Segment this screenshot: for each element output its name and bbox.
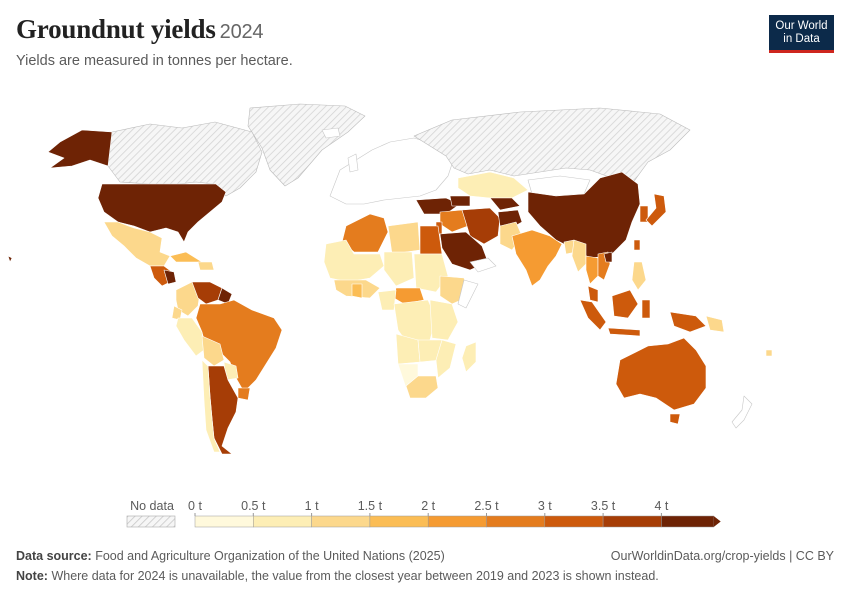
region-uk[interactable] [347, 153, 359, 173]
region-philippines[interactable] [631, 261, 647, 291]
region-new-guinea[interactable] [669, 311, 707, 333]
region-canada[interactable] [107, 121, 263, 197]
legend-tick-label: 3 t [538, 499, 552, 513]
region-myanmar[interactable] [571, 239, 587, 273]
chart-header: Groundnut yields 2024 Yields are measured… [16, 14, 293, 69]
footer-note-row: Note: Where data for 2024 is unavailable… [16, 566, 834, 586]
map-legend: No data 0 t 0.5 t 1 t 1.5 t 2 t 2.5 t 3 t 3.5 t… [126, 499, 721, 528]
chart-title: Groundnut yields 2024 [16, 14, 293, 45]
data-source: Data source: Food and Agriculture Organi… [16, 546, 445, 566]
source-label: Data source: [16, 549, 92, 563]
note-text: Where data for 2024 is unavailable, the … [51, 569, 659, 583]
region-europe[interactable] [329, 137, 455, 205]
region-south-africa[interactable] [405, 375, 439, 399]
note: Note: Where data for 2024 is unavailable… [16, 566, 659, 586]
region-yemen-oman[interactable] [469, 257, 497, 273]
region-egypt[interactable] [419, 225, 443, 255]
region-australia[interactable] [615, 337, 707, 411]
owid-logo[interactable]: Our World in Data [769, 15, 834, 53]
region-nicaragua[interactable] [163, 269, 177, 285]
legend-bin-1[interactable] [253, 515, 312, 528]
title-year: 2024 [219, 21, 264, 43]
region-bolivia[interactable] [201, 335, 225, 367]
legend-ticks: 0 t 0.5 t 1 t 1.5 t 2 t 2.5 t 3 t 3.5 t 4 t [188, 499, 669, 516]
legend-bin-3[interactable] [369, 515, 429, 528]
region-russia[interactable] [413, 107, 691, 185]
region-laos[interactable] [603, 251, 613, 263]
region-new-zealand[interactable] [731, 395, 753, 429]
note-label: Note: [16, 569, 48, 583]
region-cameroon[interactable] [377, 289, 397, 311]
logo-line-2: in Data [783, 33, 820, 45]
region-peru[interactable] [175, 317, 205, 357]
no-data-swatch[interactable] [126, 515, 176, 528]
region-somalia[interactable] [457, 279, 479, 309]
region-caucasus[interactable] [449, 195, 471, 207]
legend-bin-7[interactable] [602, 515, 662, 528]
title-text: Groundnut yields [16, 14, 216, 44]
world-map [7, 103, 773, 455]
no-data-label: No data [130, 499, 174, 513]
legend-bins [194, 515, 721, 528]
region-sulawesi[interactable] [641, 299, 651, 319]
region-chile[interactable] [201, 359, 221, 453]
chart-footer: Data source: Food and Agriculture Organi… [16, 546, 834, 586]
region-uzbekistan[interactable] [489, 197, 521, 211]
logo-line-1: Our World [775, 20, 828, 32]
credit-link[interactable]: OurWorldinData.org/crop-yields | CC BY [610, 549, 834, 563]
legend-bin-6[interactable] [544, 515, 604, 528]
region-east-africa[interactable] [429, 299, 459, 341]
region-india[interactable] [511, 229, 563, 287]
region-ghana[interactable] [351, 283, 363, 299]
legend-bin-5[interactable] [486, 515, 546, 528]
legend-tick-label: 1 t [305, 499, 319, 513]
region-iceland[interactable] [321, 127, 341, 139]
chart-subtitle: Yields are measured in tonnes per hectar… [16, 53, 293, 69]
region-madagascar[interactable] [461, 341, 477, 373]
region-china[interactable] [527, 171, 641, 259]
region-mozambique[interactable] [435, 339, 457, 379]
region-taiwan[interactable] [633, 239, 641, 251]
region-fiji[interactable] [765, 349, 773, 357]
footer-source-row: Data source: Food and Agriculture Organi… [16, 546, 834, 566]
region-hawaii[interactable] [7, 255, 13, 263]
region-hispaniola[interactable] [197, 261, 215, 271]
legend-tick-label: 2.5 t [474, 499, 499, 513]
region-tasmania[interactable] [669, 413, 681, 425]
legend-tick-label: 4 t [654, 499, 668, 513]
region-borneo[interactable] [611, 289, 639, 319]
region-sumatra[interactable] [579, 299, 607, 331]
legend-tick-label: 0.5 t [241, 499, 266, 513]
source-text[interactable]: Food and Agriculture Organization of the… [95, 549, 445, 563]
region-cuba[interactable] [169, 251, 203, 263]
legend-bin-2[interactable] [311, 515, 371, 528]
legend-tick-label: 2 t [421, 499, 435, 513]
region-japan[interactable] [645, 193, 667, 227]
region-libya[interactable] [387, 221, 421, 255]
legend-arrow [713, 516, 721, 527]
legend-tick-label: 1.5 t [358, 499, 383, 513]
region-greenland[interactable] [247, 103, 366, 187]
region-chad[interactable] [383, 251, 415, 287]
region-uruguay[interactable] [237, 387, 251, 401]
region-malaysia[interactable] [587, 285, 599, 303]
region-kazakhstan[interactable] [457, 171, 529, 199]
legend-bin-8[interactable] [661, 515, 714, 528]
legend-tick-label: 0 t [188, 499, 202, 513]
region-alaska[interactable] [47, 129, 113, 169]
region-west-sahel[interactable] [323, 239, 385, 283]
region-turkey[interactable] [415, 197, 461, 215]
region-mongolia[interactable] [527, 175, 591, 197]
legend-tick-label: 3.5 t [591, 499, 616, 513]
region-java[interactable] [607, 327, 641, 337]
region-png[interactable] [705, 315, 725, 333]
region-thailand[interactable] [585, 255, 599, 285]
legend-bin-0[interactable] [194, 515, 254, 528]
legend-bin-4[interactable] [427, 515, 487, 528]
